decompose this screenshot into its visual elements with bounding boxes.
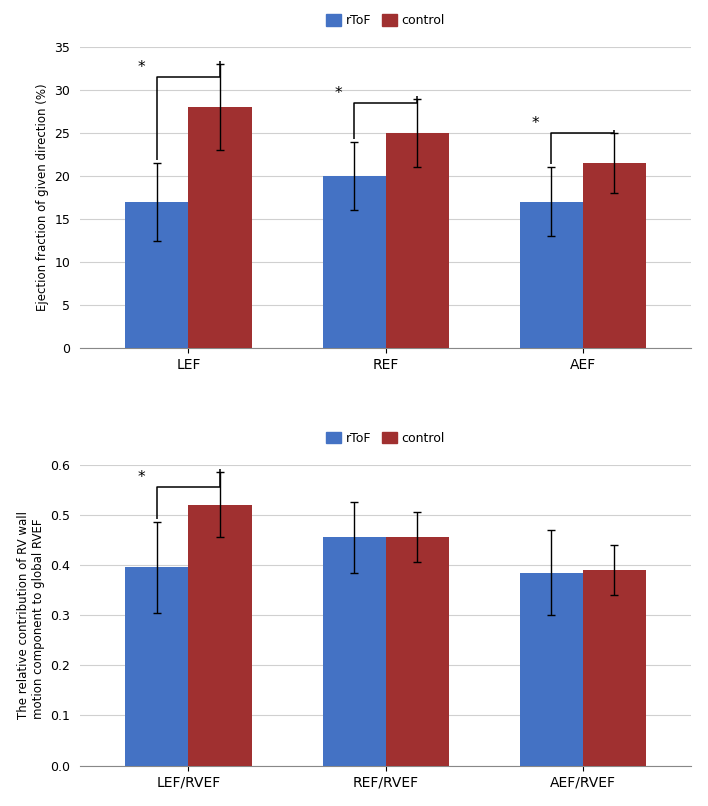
- Text: *: *: [532, 116, 539, 131]
- Bar: [583, 570, 646, 766]
- Bar: [125, 567, 188, 766]
- Bar: [520, 202, 583, 348]
- Text: *: *: [137, 60, 145, 75]
- Bar: [386, 538, 449, 766]
- Bar: [323, 538, 386, 766]
- Text: *: *: [334, 85, 342, 101]
- Bar: [188, 505, 251, 766]
- Legend: rToF, control: rToF, control: [326, 15, 445, 27]
- Bar: [520, 572, 583, 766]
- Y-axis label: Ejection fraction of given direction (%): Ejection fraction of given direction (%): [36, 84, 49, 311]
- Bar: [125, 202, 188, 348]
- Text: *: *: [137, 470, 145, 485]
- Legend: rToF, control: rToF, control: [326, 432, 445, 445]
- Bar: [583, 163, 646, 348]
- Y-axis label: The relative contribution of RV wall
motion component to global RVEF: The relative contribution of RV wall mot…: [17, 511, 45, 719]
- Bar: [188, 107, 251, 348]
- Bar: [323, 176, 386, 348]
- Bar: [386, 133, 449, 348]
